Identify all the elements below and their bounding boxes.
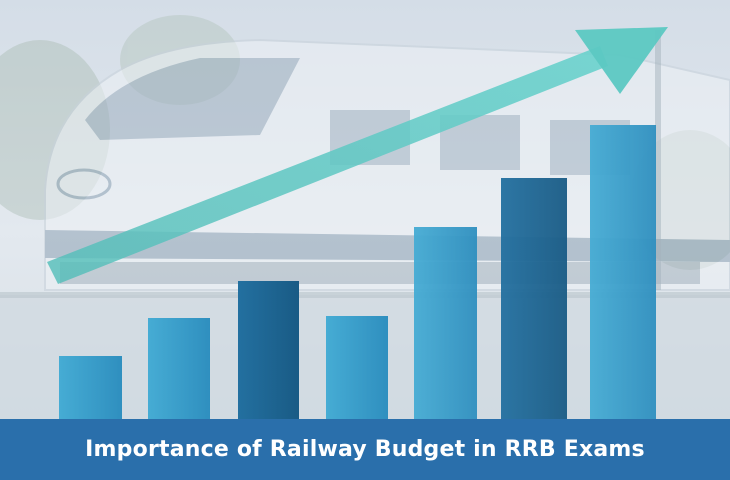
bar-3 xyxy=(238,281,299,420)
bar-1 xyxy=(59,356,122,420)
bar-chart-graphic xyxy=(59,125,656,420)
bar-6 xyxy=(501,178,567,420)
bar-4 xyxy=(326,316,388,420)
title-banner: Importance of Railway Budget in RRB Exam… xyxy=(0,419,730,480)
bar-5 xyxy=(414,227,477,420)
bar-7 xyxy=(590,125,656,420)
growth-arrow-icon xyxy=(47,27,668,284)
bar-2 xyxy=(148,318,210,420)
banner-title: Importance of Railway Budget in RRB Exam… xyxy=(85,437,645,462)
